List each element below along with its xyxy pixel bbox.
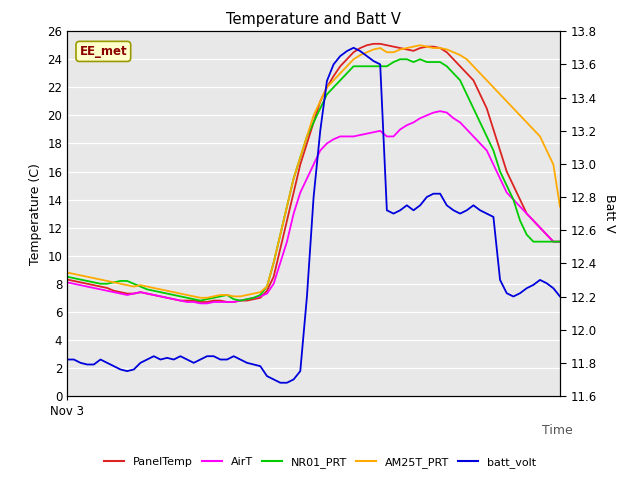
- Text: EE_met: EE_met: [79, 45, 127, 58]
- Title: Temperature and Batt V: Temperature and Batt V: [226, 12, 401, 27]
- Y-axis label: Batt V: Batt V: [603, 194, 616, 233]
- Y-axis label: Temperature (C): Temperature (C): [29, 163, 42, 264]
- Text: Time: Time: [542, 424, 573, 437]
- Legend: PanelTemp, AirT, NR01_PRT, AM25T_PRT, batt_volt: PanelTemp, AirT, NR01_PRT, AM25T_PRT, ba…: [100, 452, 540, 472]
